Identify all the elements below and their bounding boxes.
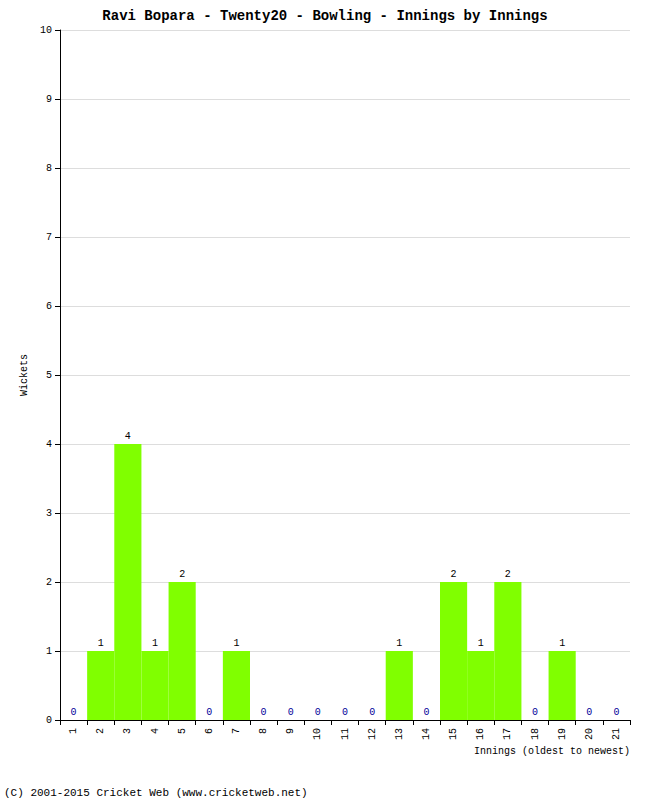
svg-text:(C) 2001-2015 Cricket Web (www: (C) 2001-2015 Cricket Web (www.cricketwe… <box>4 787 308 799</box>
svg-text:1: 1 <box>478 638 484 649</box>
svg-text:10: 10 <box>312 728 323 740</box>
svg-text:0: 0 <box>261 707 267 718</box>
svg-text:1: 1 <box>46 646 52 657</box>
svg-text:8: 8 <box>258 728 269 734</box>
svg-text:18: 18 <box>530 728 541 740</box>
svg-text:2: 2 <box>505 569 511 580</box>
svg-text:16: 16 <box>475 728 486 740</box>
svg-text:17: 17 <box>502 728 513 740</box>
svg-text:1: 1 <box>98 638 104 649</box>
svg-text:3: 3 <box>46 508 52 519</box>
svg-text:4: 4 <box>46 439 52 450</box>
svg-text:21: 21 <box>611 728 622 740</box>
svg-text:3: 3 <box>122 728 133 734</box>
svg-text:0: 0 <box>315 707 321 718</box>
svg-text:Ravi Bopara - Twenty20 - Bowli: Ravi Bopara - Twenty20 - Bowling - Innin… <box>102 8 547 24</box>
svg-text:0: 0 <box>342 707 348 718</box>
svg-text:20: 20 <box>584 728 595 740</box>
svg-text:7: 7 <box>46 232 52 243</box>
svg-text:5: 5 <box>177 728 188 734</box>
svg-text:0: 0 <box>206 707 212 718</box>
svg-text:12: 12 <box>367 728 378 740</box>
svg-text:1: 1 <box>68 728 79 734</box>
svg-text:13: 13 <box>394 728 405 740</box>
svg-text:0: 0 <box>423 707 429 718</box>
svg-text:1: 1 <box>152 638 158 649</box>
svg-text:0: 0 <box>71 707 77 718</box>
svg-text:Innings (oldest to newest): Innings (oldest to newest) <box>474 746 630 757</box>
svg-text:8: 8 <box>46 163 52 174</box>
svg-text:2: 2 <box>95 728 106 734</box>
svg-text:4: 4 <box>150 728 161 734</box>
svg-text:1: 1 <box>559 638 565 649</box>
svg-text:9: 9 <box>285 728 296 734</box>
svg-text:2: 2 <box>179 569 185 580</box>
svg-text:2: 2 <box>451 569 457 580</box>
svg-text:10: 10 <box>40 25 52 36</box>
svg-text:15: 15 <box>448 728 459 740</box>
svg-text:1: 1 <box>233 638 239 649</box>
svg-text:0: 0 <box>532 707 538 718</box>
svg-text:5: 5 <box>46 370 52 381</box>
svg-text:0: 0 <box>369 707 375 718</box>
svg-text:6: 6 <box>204 728 215 734</box>
svg-text:0: 0 <box>288 707 294 718</box>
svg-text:6: 6 <box>46 301 52 312</box>
svg-text:14: 14 <box>421 728 432 740</box>
svg-text:7: 7 <box>231 728 242 734</box>
svg-text:19: 19 <box>557 728 568 740</box>
svg-text:9: 9 <box>46 94 52 105</box>
svg-text:1: 1 <box>396 638 402 649</box>
svg-text:Wickets: Wickets <box>19 354 30 396</box>
svg-text:2: 2 <box>46 577 52 588</box>
svg-text:0: 0 <box>46 715 52 726</box>
svg-text:11: 11 <box>340 728 351 740</box>
svg-text:0: 0 <box>613 707 619 718</box>
svg-text:4: 4 <box>125 431 131 442</box>
svg-text:0: 0 <box>586 707 592 718</box>
